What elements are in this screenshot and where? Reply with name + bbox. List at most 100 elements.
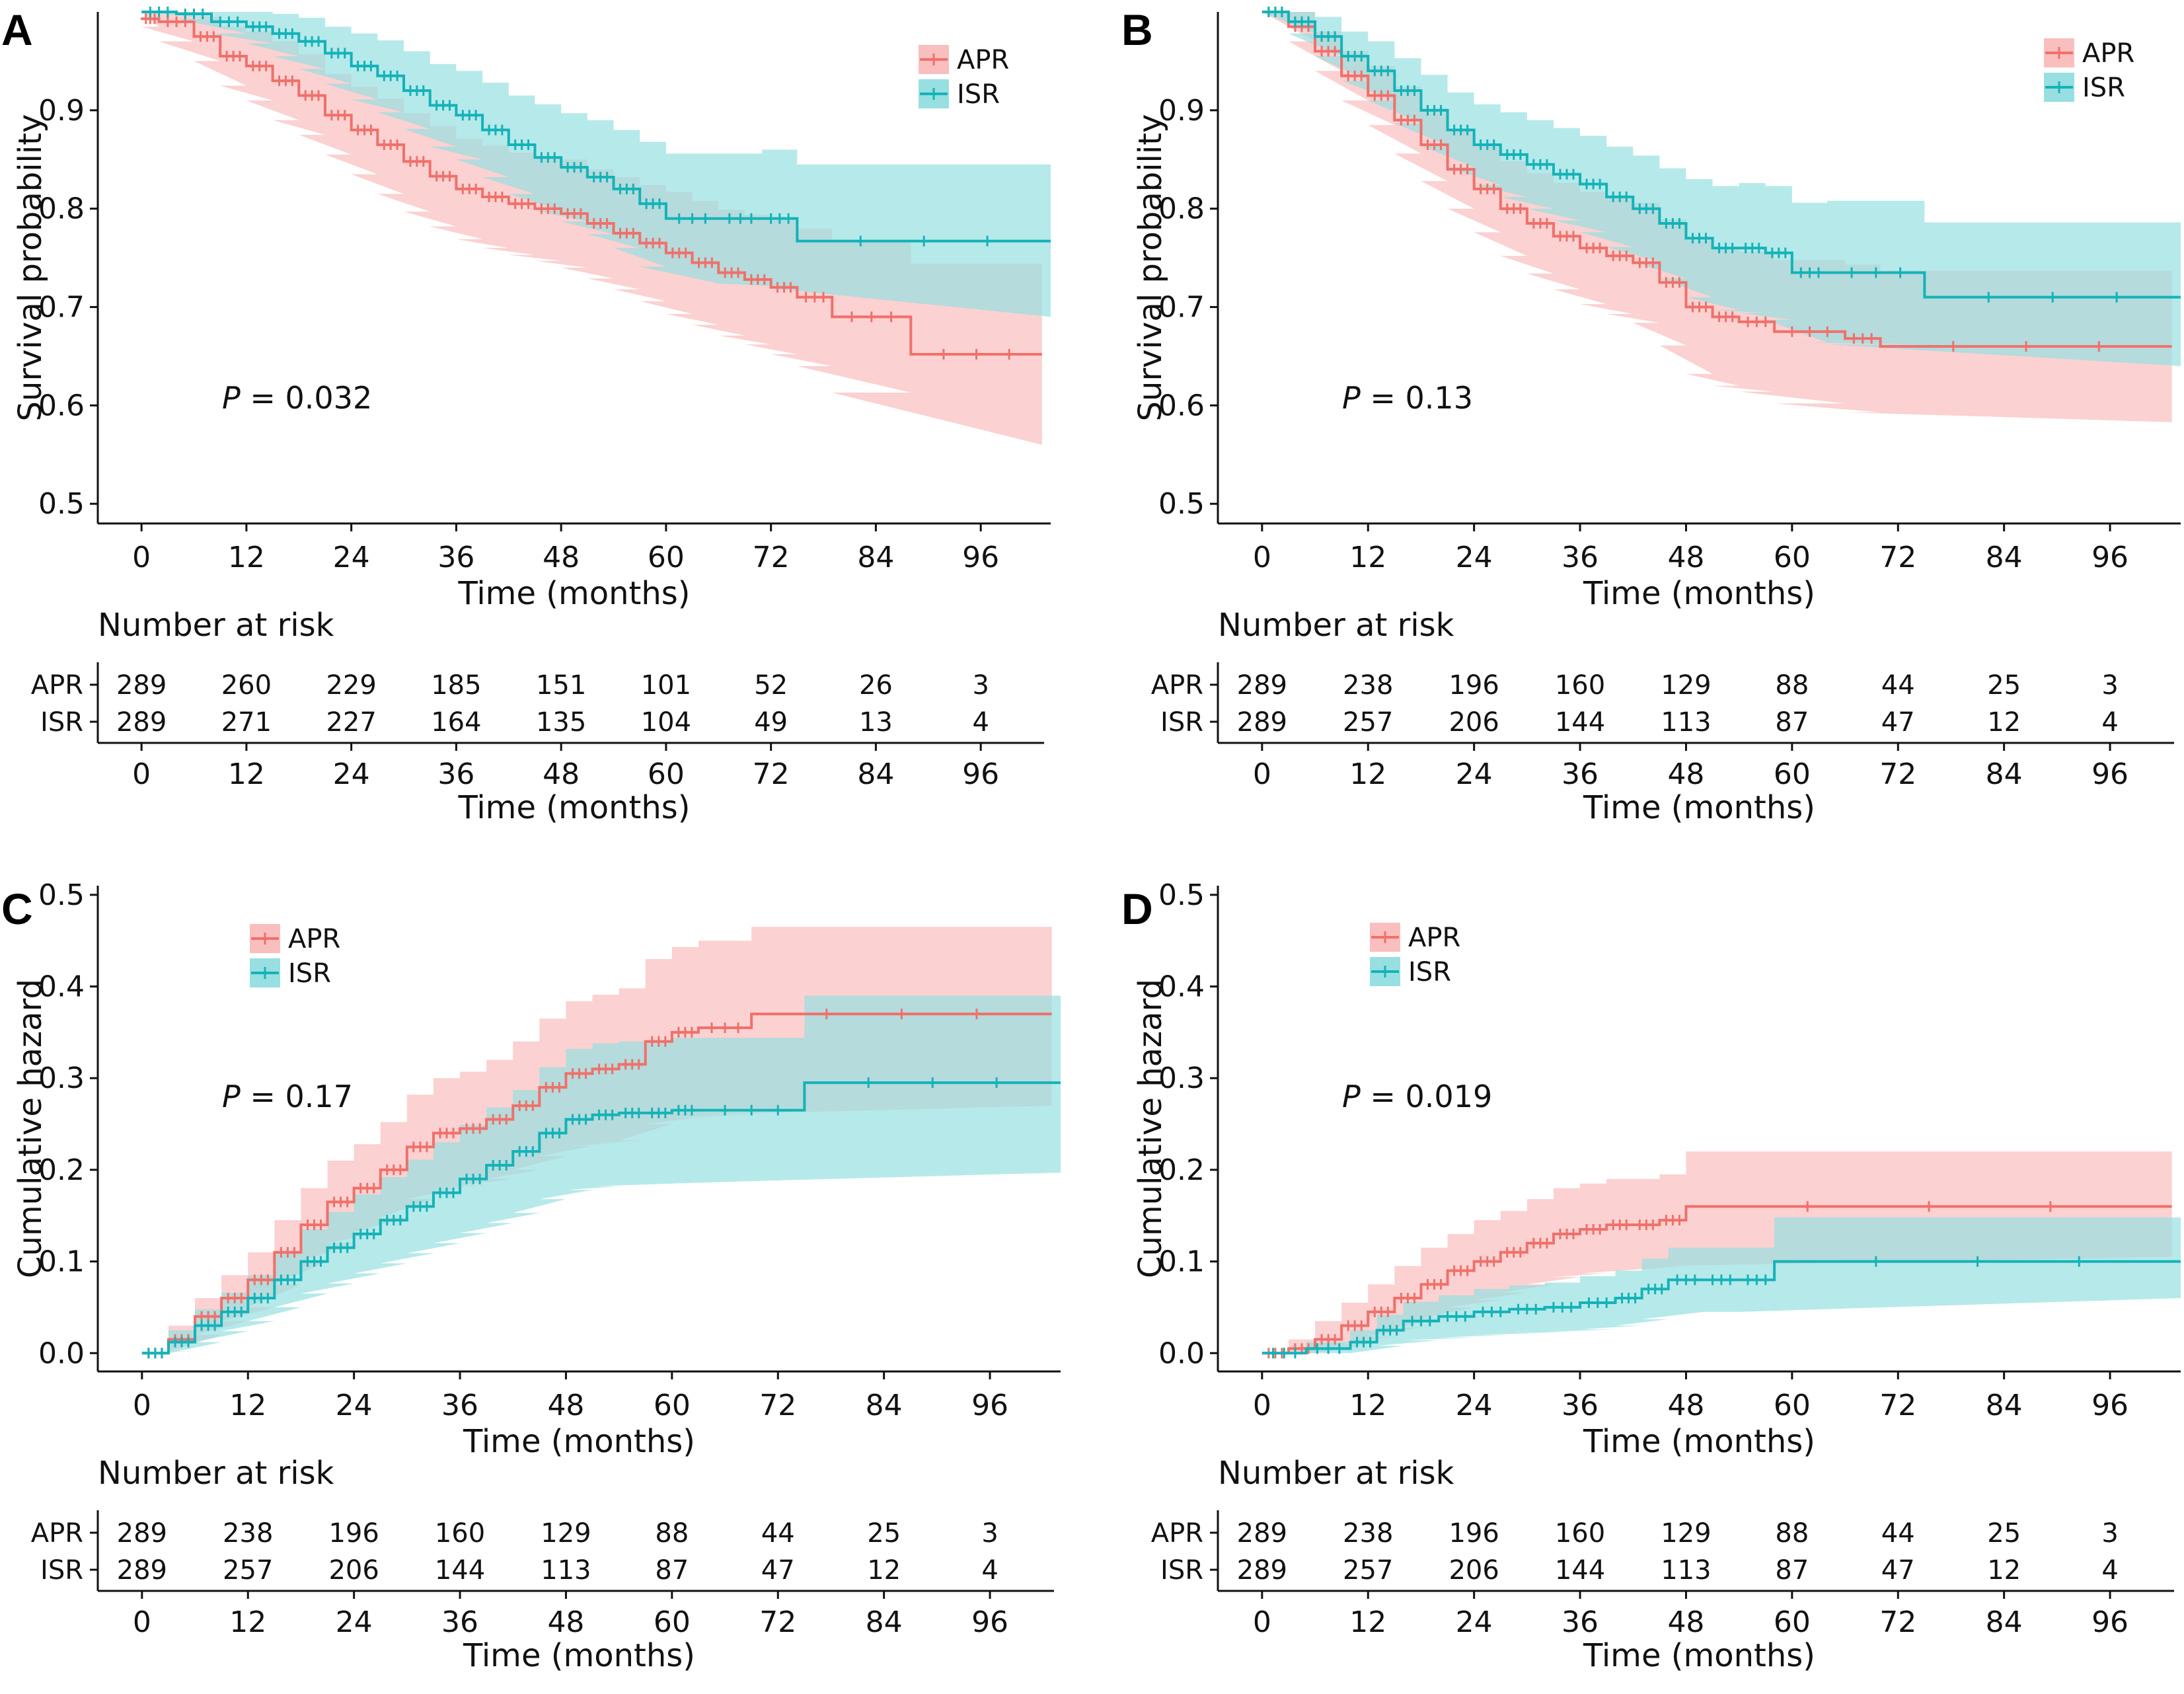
censor-mark (601, 172, 613, 183)
risk-count: 257 (223, 1555, 273, 1586)
censor-mark (527, 1100, 539, 1111)
x-tick-label: 60 (1774, 1389, 1811, 1422)
risk-count: 113 (1661, 707, 1711, 738)
censor-mark (1312, 1343, 1323, 1354)
risk-count: 289 (1237, 670, 1287, 701)
y-tick-label: 0.8 (38, 192, 85, 226)
censor-mark (262, 1274, 274, 1286)
censor-mark (1515, 203, 1526, 214)
censor-mark (554, 1082, 565, 1093)
censor-mark (1409, 114, 1420, 126)
y-axis-title: Cumulative hazard (1132, 979, 1169, 1278)
legend: APR ISR (1370, 923, 1460, 987)
censor-mark (1743, 1274, 1754, 1286)
censor-mark (162, 7, 173, 17)
x-tick-label: 84 (857, 541, 894, 574)
censor-mark (1415, 1315, 1427, 1327)
censor-mark (686, 1104, 697, 1116)
censor-mark (821, 1009, 832, 1020)
censor-mark (686, 1026, 697, 1038)
censor-mark (1700, 233, 1712, 244)
risk-x-tick-label: 36 (1562, 757, 1599, 791)
censor-mark (1334, 1343, 1345, 1354)
censor-mark (342, 1242, 353, 1253)
censor-mark (1382, 90, 1394, 101)
censor-mark (991, 1077, 1002, 1089)
censor-mark (1391, 1325, 1402, 1336)
censor-mark (575, 208, 586, 219)
risk-count: 257 (1343, 1555, 1393, 1586)
censor-mark (1330, 46, 1341, 57)
y-tick-label: 0.2 (38, 1153, 85, 1187)
censor-mark (1760, 1274, 1771, 1286)
censor-mark (501, 1159, 512, 1171)
x-tick-label: 48 (1667, 1389, 1704, 1422)
censor-mark (260, 60, 272, 71)
x-tick-label: 84 (866, 1389, 903, 1422)
censor-mark (772, 1104, 784, 1116)
risk-count: 185 (431, 670, 481, 701)
censor-mark (1983, 291, 1994, 303)
censor-mark (236, 1306, 247, 1317)
risk-x-tick-label: 72 (753, 757, 790, 791)
risk-x-axis-title: Time (months) (1583, 789, 1815, 826)
censor-mark (680, 247, 691, 258)
censor-mark (1462, 164, 1473, 175)
y-tick-label: 0.6 (1158, 389, 1205, 422)
censor-mark (496, 124, 508, 135)
risk-count: 271 (221, 707, 272, 738)
risk-count: 289 (1237, 1518, 1287, 1549)
censor-mark (1972, 1256, 1983, 1267)
censor-mark (339, 110, 350, 121)
censor-mark (1541, 218, 1552, 229)
risk-table-title: Number at risk (98, 1455, 334, 1492)
censor-mark (395, 1215, 406, 1226)
curve-isr (141, 11, 1051, 243)
x-tick-label: 12 (228, 541, 265, 574)
risk-count: 160 (1555, 670, 1605, 701)
censor-mark (720, 1104, 731, 1116)
risk-table-title: Number at risk (1218, 607, 1454, 644)
panel-b: B 0.5 0.6 0.7 0.8 0.9 0 12 24 36 48 60 72 84 96 Time (m… (1121, 5, 2181, 826)
censor-mark (421, 1201, 432, 1212)
censor-mark (474, 1173, 486, 1184)
risk-count: 196 (328, 1518, 379, 1549)
risk-count: 4 (2101, 1555, 2118, 1586)
risk-count: 289 (116, 707, 167, 738)
censor-mark (1407, 1315, 1418, 1327)
censor-mark (342, 1196, 353, 1208)
x-tick-label: 36 (1562, 1389, 1599, 1422)
censor-mark (855, 235, 866, 247)
censor-mark (1674, 1215, 1685, 1226)
censor-mark (549, 152, 560, 163)
y-tick-label: 0.4 (1158, 970, 1205, 1004)
censor-mark (392, 70, 403, 81)
censor-mark (1541, 1237, 1552, 1249)
censor-mark (1656, 1284, 1667, 1295)
x-tick-label: 36 (441, 1389, 478, 1422)
censor-mark (2045, 1201, 2056, 1212)
risk-count: 47 (761, 1555, 795, 1586)
censor-mark (289, 1274, 300, 1286)
censor-mark (659, 1036, 671, 1047)
censor-mark (1382, 65, 1394, 77)
x-tick-label: 60 (648, 541, 685, 574)
risk-x-tick-label: 36 (1562, 1605, 1599, 1639)
censor-mark (1365, 1336, 1376, 1348)
censor-mark (1488, 1256, 1499, 1267)
censor-mark (1947, 341, 1959, 352)
risk-count: 164 (431, 707, 481, 738)
censor-mark (1004, 348, 1015, 360)
censor-marks-isr (143, 1077, 1002, 1359)
censor-mark (1424, 1315, 1435, 1327)
censor-mark (1548, 1301, 1559, 1313)
risk-x-tick-label: 84 (866, 1605, 903, 1639)
y-tick-label: 0.7 (38, 291, 85, 325)
legend-label: ISR (957, 79, 1000, 110)
risk-x-tick-label: 48 (1667, 1605, 1704, 1639)
censor-mark (1382, 1306, 1394, 1317)
legend: APR ISR (2044, 38, 2134, 103)
x-tick-label: 48 (1667, 541, 1704, 574)
censor-mark (1674, 277, 1685, 288)
panel-letter: A (1, 5, 33, 54)
